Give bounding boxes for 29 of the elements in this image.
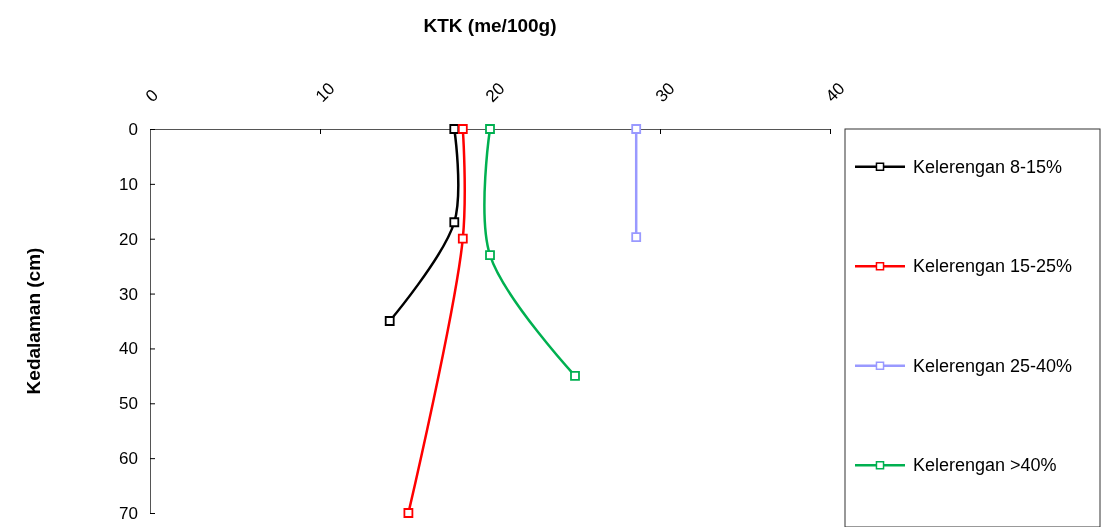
point <box>631 232 642 242</box>
point <box>449 217 460 228</box>
point <box>457 124 468 134</box>
legend-label: Kelerengan 8-15% <box>913 156 1063 177</box>
y-axis-title: Kedalaman (cm) <box>23 247 44 395</box>
point <box>384 316 395 326</box>
x-tick-label: 40 <box>821 78 849 106</box>
y-tick-label: 60 <box>119 449 138 469</box>
x-tick-label: 30 <box>651 78 679 106</box>
x-tick-label: 20 <box>481 78 509 106</box>
legend-label: Kelerengan >40% <box>913 455 1057 476</box>
y-tick-label: 70 <box>119 503 138 523</box>
point <box>485 250 495 261</box>
y-tick-label: 40 <box>119 339 138 359</box>
y-tick-label: 30 <box>119 284 138 304</box>
point <box>403 508 414 518</box>
legend-label: Kelerengan 15-25% <box>913 256 1073 277</box>
x-axis-title: KTK (me/100g) <box>423 15 557 36</box>
point <box>570 370 580 381</box>
y-tick-label: 50 <box>119 394 138 414</box>
x-tick-label: 10 <box>311 78 339 106</box>
y-tick-label: 10 <box>119 174 138 194</box>
point <box>457 233 468 244</box>
x-tick-label: 0 <box>141 85 162 106</box>
point <box>485 124 495 134</box>
y-tick-label: 0 <box>128 119 138 139</box>
y-tick-label: 20 <box>119 229 138 249</box>
legend-label: Kelerengan 25-40% <box>913 355 1073 376</box>
point <box>631 124 642 134</box>
